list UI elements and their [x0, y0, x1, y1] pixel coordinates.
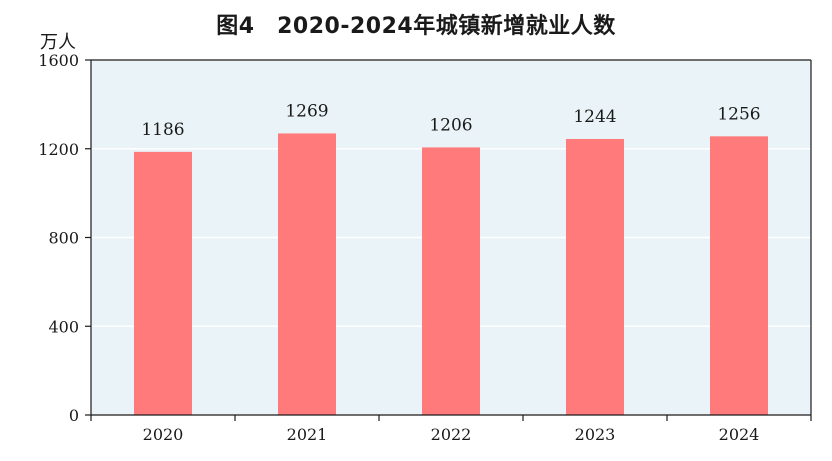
x-tick-label: 2020	[143, 425, 184, 444]
y-tick-label: 0	[69, 406, 79, 425]
x-tick-label: 2022	[431, 425, 472, 444]
chart-title: 图4 2020-2024年城镇新增就业人数	[216, 14, 616, 39]
bar	[422, 147, 480, 415]
x-tick-label: 2021	[287, 425, 328, 444]
data-label: 1186	[141, 120, 184, 140]
x-tick-label: 2023	[575, 425, 616, 444]
bar	[566, 138, 624, 416]
bar	[710, 136, 768, 415]
y-tick-label: 1600	[38, 51, 79, 70]
bar	[278, 133, 336, 416]
x-tick-label: 2024	[719, 425, 760, 444]
y-tick-label: 800	[48, 229, 79, 248]
data-label: 1244	[573, 107, 616, 127]
y-axis-label: 万人	[40, 32, 76, 53]
data-label: 1206	[429, 115, 472, 135]
y-tick-label: 1200	[38, 140, 79, 159]
y-tick-label: 400	[48, 317, 79, 336]
bar	[134, 151, 192, 415]
data-label: 1269	[285, 101, 328, 121]
data-label: 1256	[717, 104, 760, 124]
